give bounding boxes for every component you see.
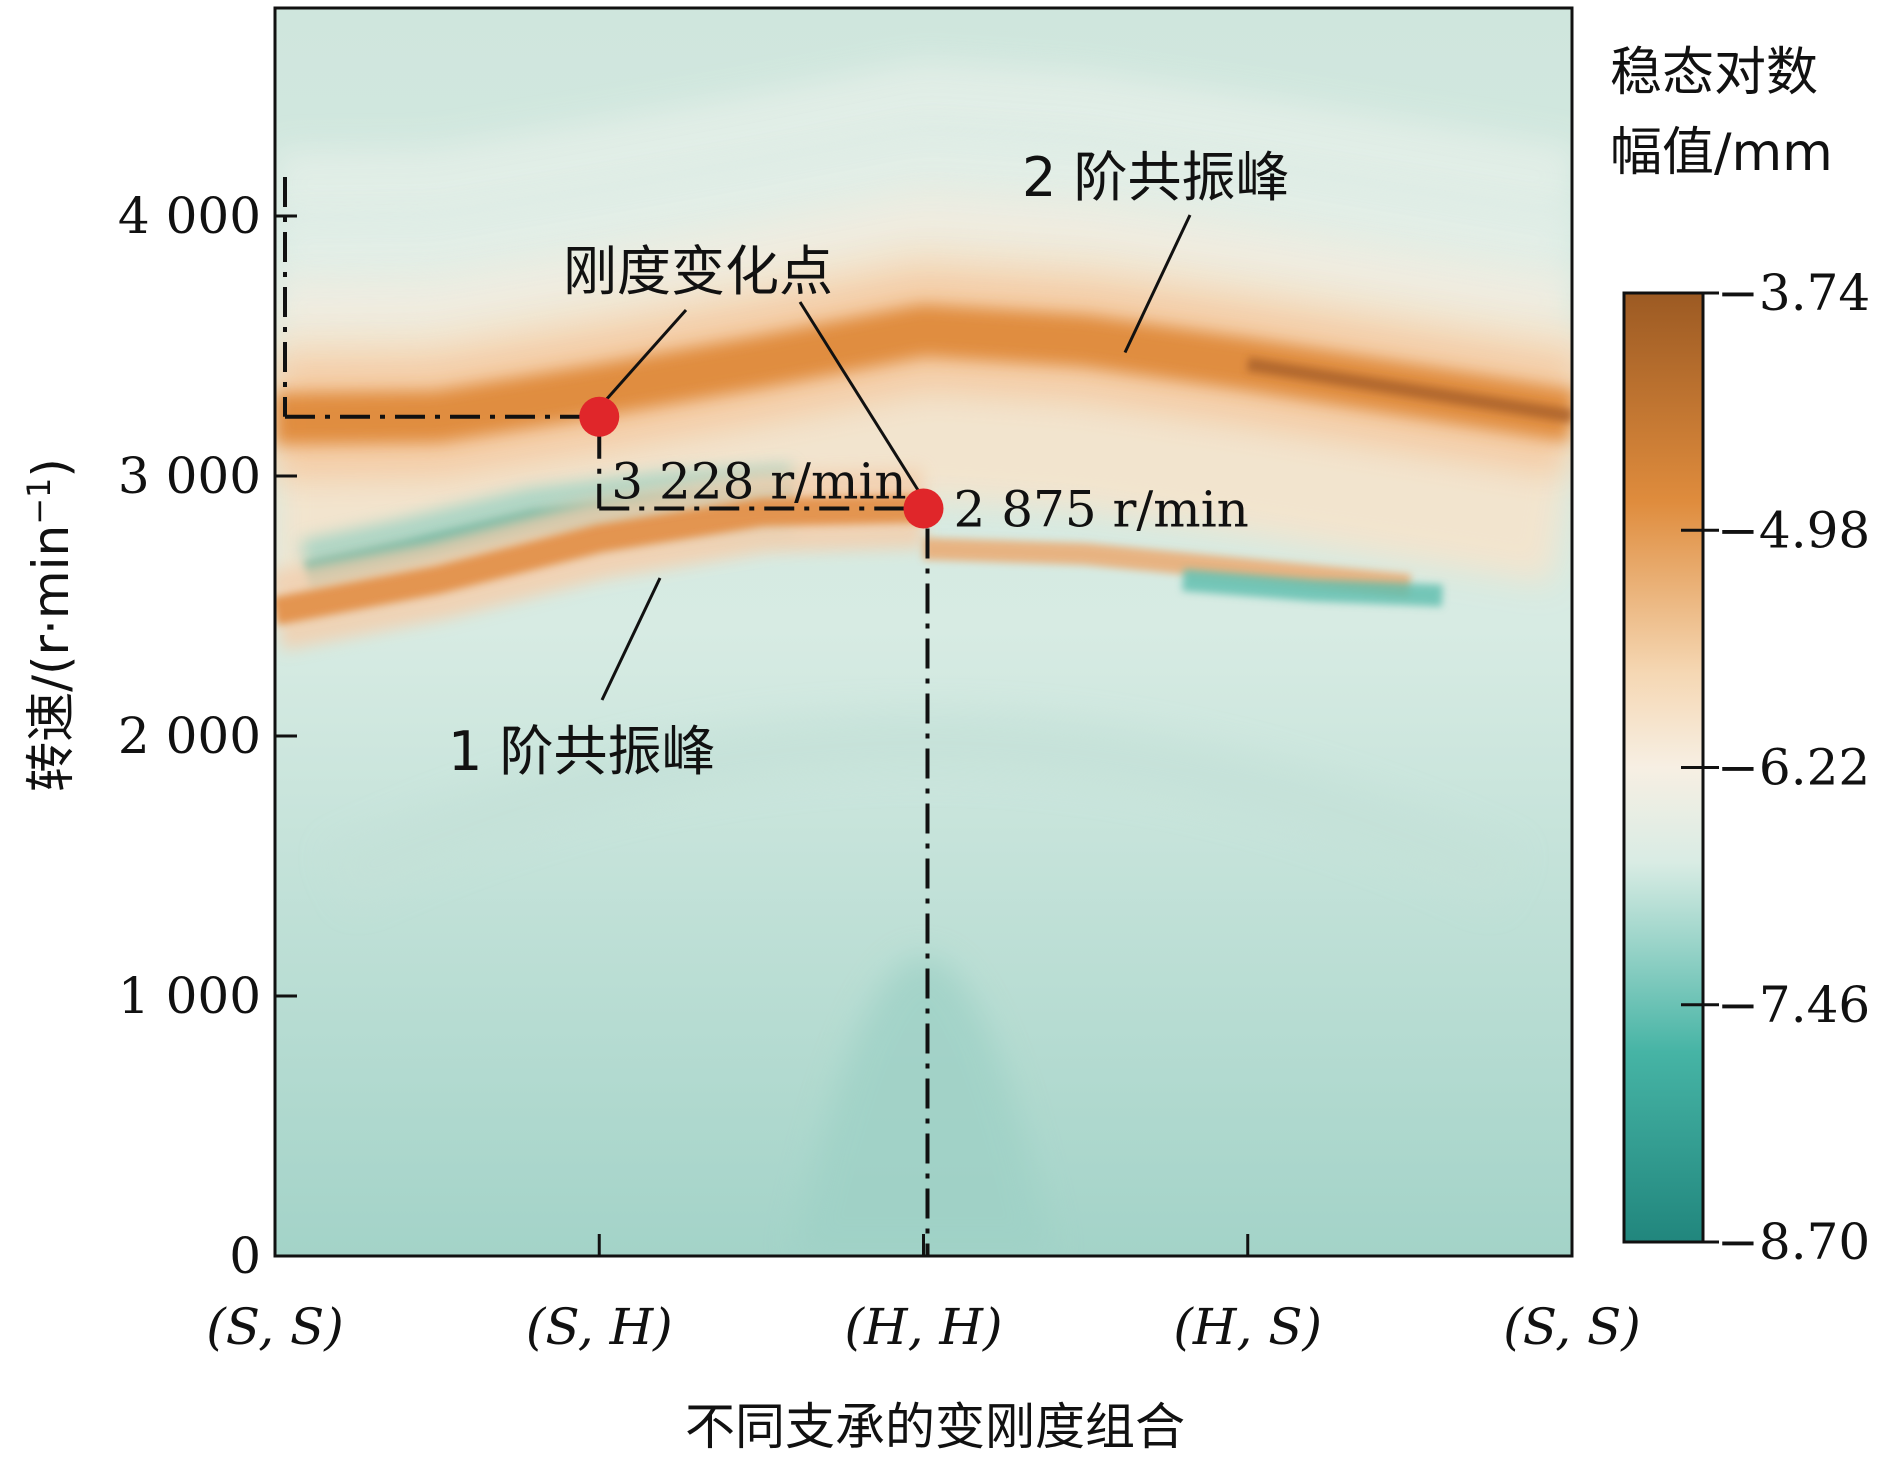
low-speed-dome (793, 957, 1054, 1256)
x-tick-label: (S, H) (526, 1298, 673, 1356)
y-tick-label: 4 000 (118, 187, 261, 245)
colorbar-tick-label: −4.98 (1717, 501, 1870, 559)
x-tick-label: (H, H) (844, 1298, 1002, 1356)
leader-stiffness-point-b (798, 301, 921, 494)
y-axis-label-close: ) (22, 458, 80, 478)
colorbar-tick-label: −3.74 (1717, 264, 1870, 322)
leader-first-peak (600, 577, 662, 701)
upper-contour-band (275, 126, 1572, 285)
axes: 0 1 000 2 000 3 000 4 000 (S, S) (S, H) (H, H) (… (118, 6, 1641, 1356)
colorbar-tick-label: −8.70 (1717, 1213, 1870, 1271)
x-tick-label: (S, S) (206, 1298, 344, 1356)
y-axis-label-main: 转速/(r·min (22, 525, 80, 792)
first-resonance-ridge-right (923, 537, 1411, 597)
leader-second-peak (1123, 214, 1192, 354)
y-tick-label: 1 000 (118, 967, 261, 1025)
colorbar-title-line2: 幅值/mm (1610, 123, 1833, 183)
colorbar-tick-label: −6.22 (1717, 739, 1870, 797)
upper-contour-band (275, 185, 1572, 345)
y-tick-label: 0 (229, 1227, 261, 1285)
stiffness-point-label: 刚度变化点 (563, 240, 833, 303)
colorbar-title-line1: 稳态对数 (1610, 43, 1818, 103)
stiffness-change-point (903, 488, 944, 529)
stiffness-change-point (579, 396, 620, 437)
upper-contour-band (275, 61, 1572, 220)
colorbar-tick-label: −7.46 (1717, 976, 1870, 1034)
first-peak-label: 1 阶共振峰 (448, 720, 716, 783)
leader-stiffness-point-a (604, 309, 688, 402)
y-axis-label: 转速/(r·min−1) (20, 458, 80, 792)
y-tick-label: 3 000 (118, 447, 261, 505)
point-value-label: 2 875 r/min (954, 481, 1249, 539)
x-tick-label: (H, S) (1173, 1298, 1322, 1356)
y-axis-label-exponent: −1 (20, 478, 58, 525)
second-peak-label: 2 阶共振峰 (1022, 146, 1290, 209)
y-tick-label: 2 000 (118, 707, 261, 765)
teal-band-right (1182, 569, 1443, 607)
first-resonance-ridge (275, 494, 924, 625)
second-resonance-core (1246, 357, 1572, 424)
annotations: 3 228 r/min 2 875 r/min 刚度变化点 2 阶共振峰 1 阶共振峰 (283, 146, 1290, 1256)
point-value-label: 3 228 r/min (611, 453, 906, 511)
x-tick-label: (S, S) (1503, 1298, 1641, 1356)
x-axis-label: 不同支承的变刚度组合 (685, 1398, 1185, 1456)
heatmap-field (275, 8, 1572, 1256)
mid-speed-contour (327, 712, 1520, 907)
